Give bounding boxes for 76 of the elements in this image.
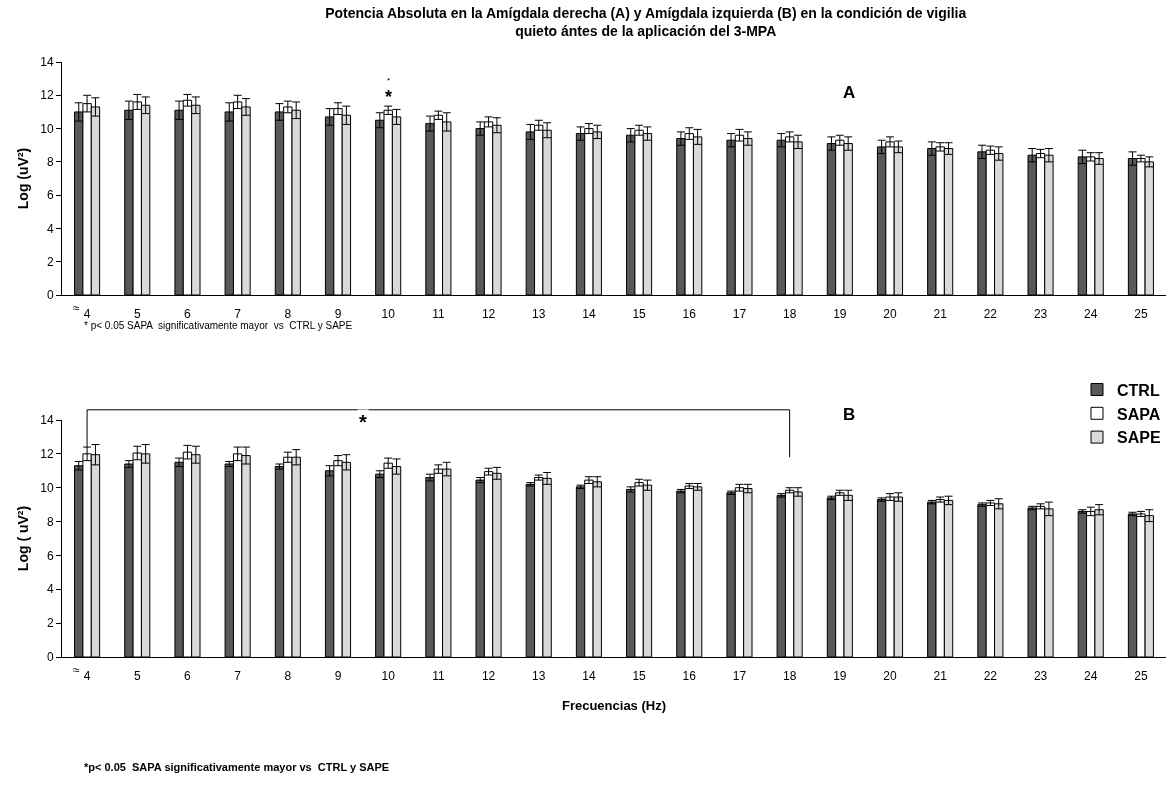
x-tick-label: 23 (1033, 307, 1048, 322)
y-tick-label: 10 (40, 121, 54, 136)
x-tick-label: 16 (682, 307, 697, 322)
x-tick-label: 15 (632, 669, 647, 684)
x-tick-label: 9 (334, 669, 342, 684)
x-tick-label: 19 (833, 307, 847, 322)
x-tick-label: 6 (184, 669, 192, 684)
x-tick-label: 7 (234, 669, 242, 684)
x-tick-label: 9 (334, 307, 342, 322)
legend-label: CTRL (1117, 381, 1160, 399)
y-axis-title: Log (uV²) (14, 147, 31, 210)
text: ≈ (73, 663, 80, 677)
y-tick-label: 0 (46, 650, 54, 665)
x-tick-label: 12 (481, 307, 496, 322)
x-tick-label: 15 (632, 307, 647, 322)
x-tick-label: 4 (83, 669, 91, 684)
x-tick-label: 11 (432, 307, 445, 322)
y-tick-label: 10 (40, 480, 54, 495)
annotation: * (387, 76, 391, 85)
y-tick-label: 12 (40, 88, 54, 103)
x-axis-title: Frecuencias (Hz) (561, 698, 667, 713)
x-tick-label: 19 (833, 669, 847, 684)
y-tick-label: 8 (46, 155, 54, 170)
x-tick-label: 23 (1033, 669, 1048, 684)
y-tick-label: 0 (46, 288, 54, 303)
x-tick-label: 7 (234, 307, 242, 322)
x-tick-label: 13 (532, 307, 546, 322)
x-tick-label: 21 (933, 307, 948, 322)
x-tick-label: 5 (133, 307, 141, 322)
x-tick-label: 22 (983, 307, 998, 322)
x-tick-label: 17 (732, 669, 747, 684)
chart-title: Potencia Absoluta en la Amígdala derecha (A) y Amígdala izquierda (B) en la condición de vigilia quieto ántes de la aplicación del 3-MPA (325, 5, 967, 40)
y-tick-label: 6 (46, 188, 54, 203)
annotation: * (385, 87, 393, 107)
x-tick-label: 10 (381, 669, 396, 684)
y-tick-label: 14 (40, 55, 54, 70)
text: ≈ (73, 301, 80, 315)
y-tick-label: 8 (46, 514, 54, 529)
x-tick-label: 24 (1084, 669, 1098, 684)
x-tick-label: 5 (133, 669, 141, 684)
x-tick-label: 16 (682, 669, 697, 684)
x-tick-label: 8 (284, 669, 292, 684)
x-tick-label: 14 (582, 669, 596, 684)
x-tick-label: 11 (432, 669, 445, 684)
x-tick-label: 22 (983, 669, 998, 684)
x-tick-label: 18 (782, 669, 797, 684)
x-tick-label: 20 (883, 307, 897, 322)
x-tick-label: 10 (381, 307, 396, 322)
x-tick-label: 4 (83, 307, 91, 322)
legend-label: SAPA (1117, 405, 1161, 423)
y-tick-label: 2 (46, 254, 54, 269)
y-tick-label: 12 (40, 447, 54, 462)
annotation: B (843, 405, 856, 424)
x-tick-label: 25 (1134, 669, 1148, 684)
annotation: A (843, 83, 856, 102)
x-tick-label: 24 (1084, 307, 1098, 322)
x-tick-label: 6 (184, 307, 192, 322)
y-tick-label: 2 (46, 616, 54, 631)
x-tick-label: 12 (481, 669, 496, 684)
annotation: * (359, 411, 367, 433)
y-tick-label: 6 (46, 548, 54, 563)
y-tick-label: 4 (46, 221, 54, 236)
x-tick-label: 8 (284, 307, 292, 322)
x-tick-label: 13 (532, 669, 546, 684)
y-tick-label: 4 (46, 582, 54, 597)
x-tick-label: 14 (582, 307, 596, 322)
x-tick-label: 18 (782, 307, 797, 322)
x-tick-label: 17 (732, 307, 747, 322)
text: *p< 0.05 SAPA significativamente mayor vs CTRL y SAPE (84, 761, 390, 773)
y-axis-title: Log ( uV²) (14, 505, 31, 572)
x-tick-label: 25 (1134, 307, 1148, 322)
text: * p< 0.05 SAPA significativamente mayor vs CTRL y SAPE (84, 320, 353, 331)
x-tick-label: 20 (883, 669, 897, 684)
legend-label: SAPE (1117, 429, 1161, 447)
y-tick-label: 14 (40, 413, 54, 428)
x-tick-label: 21 (933, 669, 948, 684)
